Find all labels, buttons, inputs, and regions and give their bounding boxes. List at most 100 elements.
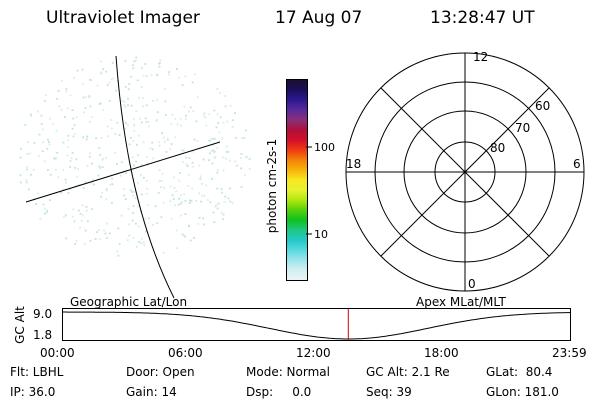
emission-pixel (142, 105, 144, 108)
emission-pixel (141, 67, 143, 69)
emission-pixel (146, 155, 148, 158)
emission-pixel (105, 70, 108, 73)
emission-pixel (138, 96, 140, 99)
emission-pixel (203, 112, 206, 115)
emission-pixel (188, 224, 190, 227)
emission-pixel (178, 76, 181, 79)
colorbar-tick-100: 100 (314, 141, 335, 154)
emission-pixel (46, 147, 49, 150)
emission-pixel (48, 117, 51, 120)
mlat-mlt-polar-grid: 12 0 18 6 60 70 80 (345, 50, 585, 292)
emission-pixel (100, 71, 103, 74)
emission-pixel (145, 192, 148, 195)
emission-pixel (44, 207, 46, 210)
emission-pixel (38, 133, 41, 136)
emission-pixel (136, 143, 138, 146)
observation-date: 17 Aug 07 (275, 8, 363, 28)
emission-pixel (35, 203, 37, 205)
emission-pixel (75, 158, 78, 161)
emission-pixel (55, 130, 58, 132)
emission-pixel (157, 191, 160, 194)
emission-pixel (216, 171, 219, 174)
emission-pixel (103, 229, 105, 232)
emission-pixel (43, 160, 46, 163)
emission-pixel (213, 138, 216, 140)
gc-alt-tick-1.8: 1.8 (33, 328, 53, 342)
emission-pixel (189, 239, 192, 242)
door-status: Door: Open (126, 365, 195, 379)
emission-pixel (185, 163, 188, 166)
emission-pixel (145, 121, 148, 123)
emission-pixel (241, 137, 244, 139)
emission-pixel (98, 229, 100, 231)
emission-pixel (89, 120, 91, 123)
emission-pixel (112, 77, 115, 80)
emission-pixel (86, 209, 88, 212)
emission-pixel (96, 84, 99, 87)
emission-pixel (145, 104, 148, 107)
emission-pixel (132, 64, 134, 67)
emission-pixel (149, 147, 152, 150)
emission-pixel (229, 187, 231, 190)
emission-pixel (127, 208, 130, 210)
emission-pixel (45, 94, 47, 96)
emission-pixel (86, 220, 89, 223)
emission-pixel (180, 202, 182, 205)
emission-pixel (211, 177, 213, 180)
emission-pixel (125, 122, 127, 124)
emission-pixel (41, 150, 44, 152)
emission-pixel (140, 164, 143, 167)
emission-pixel (213, 151, 216, 153)
emission-pixel (182, 160, 184, 163)
emission-pixel (129, 189, 132, 191)
emission-pixel (216, 147, 219, 149)
emission-pixel (99, 60, 102, 63)
emission-pixel (164, 114, 167, 116)
time-tick-1800: 18:00 (424, 346, 459, 360)
emission-pixel (181, 201, 183, 203)
emission-pixel (192, 150, 195, 153)
emission-pixel (248, 158, 251, 161)
emission-pixel (60, 109, 63, 111)
emission-pixel (164, 140, 166, 143)
gc-alt-status: GC Alt: 2.1 Re (366, 365, 450, 379)
emission-pixel (143, 244, 146, 247)
emission-pixel (78, 209, 80, 212)
emission-pixel (202, 158, 205, 161)
emission-pixel (182, 149, 185, 152)
emission-pixel (145, 179, 148, 182)
mode-status: Mode: Normal (246, 365, 330, 379)
emission-pixel (74, 167, 77, 169)
emission-pixel (217, 122, 220, 124)
emission-pixel (120, 174, 122, 177)
emission-pixel (86, 165, 89, 167)
observation-time: 13:28:47 UT (430, 8, 535, 28)
emission-pixel (82, 96, 85, 99)
emission-pixel (219, 92, 221, 95)
emission-pixel (213, 109, 216, 112)
mlat-label-70: 70 (515, 121, 530, 135)
sequence-status: Seq: 39 (366, 385, 412, 399)
emission-pixel (100, 195, 102, 198)
emission-pixel (101, 158, 104, 161)
emission-pixel (179, 117, 182, 120)
emission-pixel (158, 141, 161, 144)
emission-pixel (117, 254, 120, 257)
emission-pixel (144, 63, 146, 65)
emission-pixel (30, 113, 32, 116)
emission-pixel (140, 121, 143, 124)
emission-pixel (160, 180, 163, 182)
emission-pixel (114, 151, 116, 154)
emission-pixel (195, 199, 197, 202)
emission-pixel (128, 143, 131, 146)
emission-pixel (73, 220, 76, 223)
emission-pixel (187, 185, 190, 187)
emission-pixel (170, 122, 173, 125)
emission-pixel (164, 100, 167, 103)
emission-pixel (90, 208, 93, 211)
emission-pixel (223, 201, 226, 203)
emission-pixel (40, 114, 43, 117)
emission-pixel (39, 218, 42, 220)
emission-pixel (173, 176, 175, 179)
emission-pixel (224, 157, 227, 160)
